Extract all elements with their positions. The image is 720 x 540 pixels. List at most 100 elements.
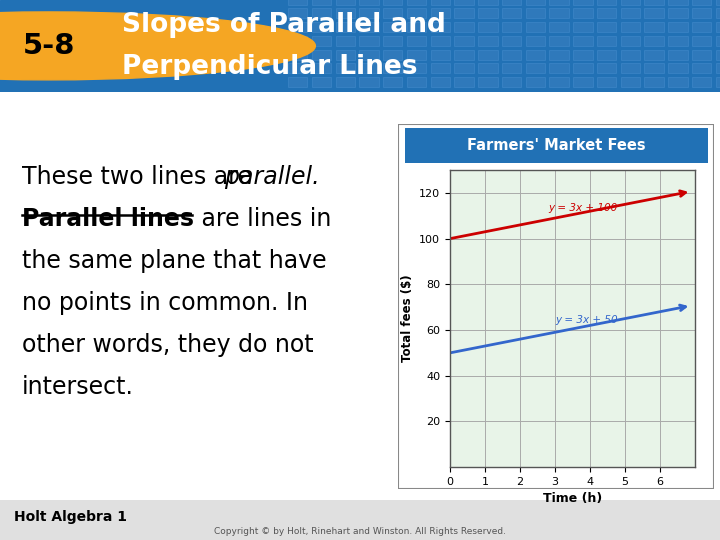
- Y-axis label: Total fees ($): Total fees ($): [400, 275, 413, 362]
- Text: Holt Algebra 1: Holt Algebra 1: [14, 510, 127, 523]
- Bar: [502, 0, 521, 5]
- Bar: [454, 8, 474, 18]
- Bar: [288, 22, 307, 32]
- Bar: [526, 22, 545, 32]
- Bar: [336, 8, 355, 18]
- Bar: [383, 0, 402, 5]
- Bar: [644, 8, 664, 18]
- Bar: [549, 77, 569, 87]
- X-axis label: Time (h): Time (h): [543, 492, 602, 505]
- Bar: [644, 63, 664, 73]
- Bar: [454, 63, 474, 73]
- Bar: [597, 63, 616, 73]
- Bar: [573, 8, 593, 18]
- Bar: [668, 36, 688, 46]
- Bar: [502, 36, 521, 46]
- Text: Slopes of Parallel and: Slopes of Parallel and: [122, 12, 446, 38]
- Bar: [407, 50, 426, 60]
- Text: other words, they do not: other words, they do not: [22, 333, 314, 356]
- Bar: [312, 63, 331, 73]
- Bar: [431, 50, 450, 60]
- Text: Parallel lines: Parallel lines: [22, 207, 194, 231]
- Bar: [597, 77, 616, 87]
- Bar: [621, 77, 640, 87]
- Bar: [549, 8, 569, 18]
- Bar: [716, 50, 720, 60]
- Bar: [573, 22, 593, 32]
- Bar: [621, 50, 640, 60]
- Text: Copyright © by Holt, Rinehart and Winston. All Rights Reserved.: Copyright © by Holt, Rinehart and Winsto…: [214, 526, 506, 536]
- Bar: [526, 8, 545, 18]
- Bar: [668, 8, 688, 18]
- Bar: [431, 22, 450, 32]
- Text: the same plane that have: the same plane that have: [22, 249, 327, 273]
- Bar: [716, 8, 720, 18]
- Bar: [431, 36, 450, 46]
- Bar: [454, 22, 474, 32]
- Bar: [312, 22, 331, 32]
- Bar: [549, 22, 569, 32]
- Bar: [336, 50, 355, 60]
- Text: intersect.: intersect.: [22, 375, 134, 399]
- Bar: [644, 50, 664, 60]
- Bar: [478, 50, 498, 60]
- Bar: [431, 77, 450, 87]
- Bar: [454, 36, 474, 46]
- Text: are lines in: are lines in: [194, 207, 331, 231]
- Bar: [692, 77, 711, 87]
- Bar: [383, 8, 402, 18]
- Circle shape: [0, 12, 315, 80]
- Bar: [597, 50, 616, 60]
- Bar: [668, 0, 688, 5]
- Bar: [336, 77, 355, 87]
- Bar: [336, 63, 355, 73]
- Bar: [478, 77, 498, 87]
- Bar: [407, 8, 426, 18]
- Text: 5-8: 5-8: [23, 32, 75, 60]
- Bar: [716, 77, 720, 87]
- Bar: [621, 63, 640, 73]
- Bar: [288, 8, 307, 18]
- Bar: [692, 63, 711, 73]
- Text: Perpendicular Lines: Perpendicular Lines: [122, 54, 418, 80]
- Bar: [336, 0, 355, 5]
- Bar: [502, 8, 521, 18]
- Bar: [431, 8, 450, 18]
- Bar: [526, 36, 545, 46]
- Bar: [312, 0, 331, 5]
- Bar: [407, 22, 426, 32]
- Bar: [573, 63, 593, 73]
- Bar: [454, 77, 474, 87]
- Bar: [383, 50, 402, 60]
- Bar: [359, 22, 379, 32]
- Bar: [573, 77, 593, 87]
- Bar: [644, 36, 664, 46]
- Bar: [478, 8, 498, 18]
- Text: These two lines are: These two lines are: [22, 165, 259, 189]
- Bar: [336, 36, 355, 46]
- Bar: [692, 36, 711, 46]
- Bar: [716, 36, 720, 46]
- Bar: [573, 50, 593, 60]
- Bar: [597, 36, 616, 46]
- Bar: [549, 63, 569, 73]
- Bar: [288, 63, 307, 73]
- Bar: [312, 36, 331, 46]
- Bar: [668, 63, 688, 73]
- Bar: [692, 8, 711, 18]
- Bar: [597, 22, 616, 32]
- Bar: [454, 0, 474, 5]
- Bar: [407, 36, 426, 46]
- Bar: [621, 8, 640, 18]
- Bar: [502, 77, 521, 87]
- Bar: [644, 22, 664, 32]
- Bar: [597, 0, 616, 5]
- Text: y = 3x + 50: y = 3x + 50: [555, 315, 618, 325]
- Bar: [692, 22, 711, 32]
- Bar: [431, 0, 450, 5]
- Bar: [668, 22, 688, 32]
- Bar: [526, 77, 545, 87]
- Bar: [668, 77, 688, 87]
- Bar: [359, 77, 379, 87]
- Bar: [288, 77, 307, 87]
